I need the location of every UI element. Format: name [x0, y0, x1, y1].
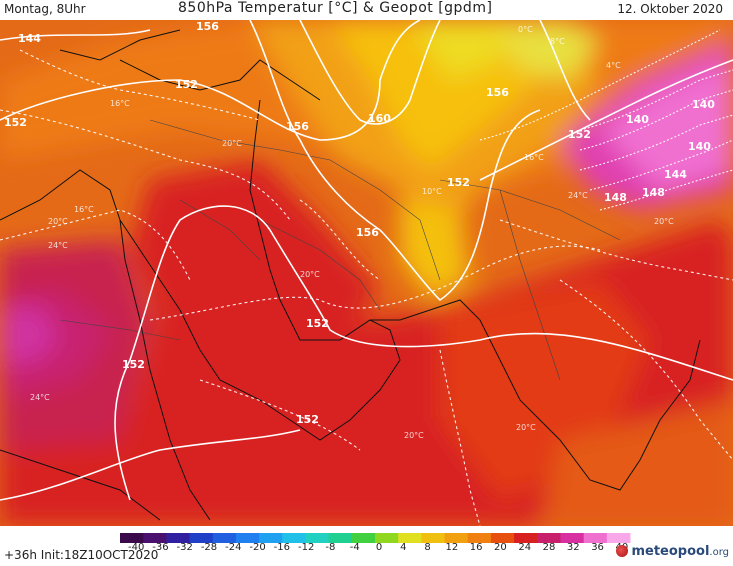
- temperature-isolines: [0, 49, 733, 526]
- temp-label: 24°C: [48, 241, 68, 250]
- legend-swatch: [444, 533, 469, 543]
- temp-label: 4°C: [606, 61, 621, 70]
- geopot-label: 152: [296, 413, 319, 426]
- temp-label: 16°C: [74, 205, 94, 214]
- temp-label: 24°C: [568, 191, 588, 200]
- geopot-label: 148: [604, 191, 627, 204]
- legend-swatch: [514, 533, 538, 543]
- legend-swatch: [166, 533, 191, 543]
- legend-swatch: [537, 533, 561, 543]
- legend-label: -8: [325, 542, 336, 553]
- legend-label: 28: [542, 542, 556, 553]
- legend-swatch: [421, 533, 446, 543]
- legend-label: -24: [225, 542, 242, 553]
- temp-label: 8°C: [550, 37, 565, 46]
- legend-label: -16: [273, 542, 291, 553]
- legend-swatch: [467, 533, 492, 543]
- geopot-label: 140: [688, 140, 711, 153]
- geopot-label: 144: [664, 168, 687, 181]
- legend-swatch: [235, 533, 260, 543]
- geopot-label: 152: [122, 358, 145, 371]
- legend-label: -4: [349, 542, 360, 553]
- legend-swatch: [583, 533, 608, 543]
- temperature-field: [0, 20, 733, 526]
- legend-label: -36: [152, 542, 169, 553]
- temp-label: 16°C: [110, 99, 130, 108]
- legend-swatch: [328, 533, 353, 543]
- legend-swatch: [305, 533, 330, 543]
- weather-map[interactable]: 144 152 152 152 152 152 152 156 156 156 …: [0, 20, 733, 526]
- geopot-label: 148: [642, 186, 665, 199]
- geopotential-isolines: [0, 20, 733, 501]
- geopot-label: 160: [368, 112, 391, 125]
- legend-swatch: [560, 533, 585, 543]
- footer-bar: -40 -36 -32 -28 -24 -20 -16 -12 -8 -4 0 4 8 12 16 20 24 2…: [0, 526, 733, 566]
- map-title: 850hPa Temperatur [°C] & Geopot [gpdm]: [178, 0, 493, 16]
- model-run-label: +36h Init:18Z10OCT2020: [4, 548, 159, 562]
- legend-label: 36: [591, 542, 604, 553]
- legend-label: 32: [566, 542, 580, 553]
- legend-labels: -40 -36 -32 -28 -24 -20 -16 -12 -8 -4 0 4 8 12 16 20 24 2…: [116, 542, 636, 556]
- legend-label: -32: [176, 542, 193, 553]
- legend-label: 24: [518, 542, 532, 553]
- temp-label: 20°C: [48, 217, 68, 226]
- legend-swatch: [189, 533, 214, 543]
- geopot-label: 156: [196, 20, 219, 33]
- geopot-label: 156: [286, 120, 309, 133]
- geopot-label: 152: [306, 317, 329, 330]
- legend-label: 16: [469, 542, 483, 553]
- temp-label: 20°C: [654, 217, 674, 226]
- legend-swatch: [212, 533, 237, 543]
- temp-label: 10°C: [422, 187, 442, 196]
- legend-label: -12: [297, 542, 315, 553]
- temp-label: 20°C: [222, 139, 242, 148]
- legend-swatch: [259, 533, 283, 543]
- temperature-labels: 16°C 20°C 24°C 16°C 20°C 24°C 20°C 20°C …: [30, 25, 674, 440]
- legend-swatch: [606, 533, 631, 543]
- geopot-label: 156: [486, 86, 509, 99]
- header-bar: Montag, 8Uhr 850hPa Temperatur [°C] & Ge…: [0, 0, 733, 20]
- temp-label: 16°C: [524, 153, 544, 162]
- legend-label: 20: [494, 542, 507, 553]
- geopotential-labels: 144 152 152 152 152 152 152 156 156 156 …: [4, 20, 715, 426]
- legend-label: 0: [375, 542, 383, 553]
- legend-label: -28: [200, 542, 218, 553]
- legend-swatch: [490, 533, 515, 543]
- valid-date-label: 12. Oktober 2020: [617, 2, 723, 16]
- legend-label: 8: [424, 542, 431, 553]
- geopot-label: 152: [568, 128, 591, 141]
- brand-name: meteopool: [631, 544, 710, 559]
- geopot-label: 140: [626, 113, 649, 126]
- legend-colorbar: [120, 533, 631, 543]
- legend-swatch: [398, 533, 422, 543]
- legend-swatch: [282, 533, 306, 543]
- legend-swatch: [351, 533, 376, 543]
- temp-label: 24°C: [30, 393, 50, 402]
- meteopool-logo[interactable]: meteopool.org: [616, 544, 729, 559]
- legend-label: -20: [249, 542, 266, 553]
- legend-swatch: [375, 533, 399, 543]
- legend-swatch: [120, 533, 144, 543]
- temp-label: 20°C: [404, 431, 424, 440]
- geopot-label: 152: [175, 78, 198, 91]
- logo-globe-icon: [616, 545, 629, 557]
- valid-time-label: Montag, 8Uhr: [4, 2, 86, 16]
- legend-label: 12: [445, 542, 459, 553]
- geopot-label: 156: [356, 226, 379, 239]
- geopot-label: 140: [692, 98, 715, 111]
- temp-label: 0°C: [518, 25, 533, 34]
- geopot-label: 144: [18, 32, 41, 45]
- legend-label: 4: [400, 542, 407, 553]
- brand-suffix: .org: [709, 547, 729, 558]
- legend-swatch: [143, 533, 167, 543]
- temperature-legend: -40 -36 -32 -28 -24 -20 -16 -12 -8 -4 0 4 8 12 16 20 24 2…: [116, 530, 636, 553]
- temp-label: 20°C: [516, 423, 536, 432]
- temp-label: 20°C: [300, 270, 320, 279]
- geopot-label: 152: [447, 176, 470, 189]
- geopot-label: 152: [4, 116, 27, 129]
- legend-label: -40: [127, 542, 145, 553]
- pink-dense-isolines: [479, 29, 733, 211]
- country-borders: [59, 119, 621, 381]
